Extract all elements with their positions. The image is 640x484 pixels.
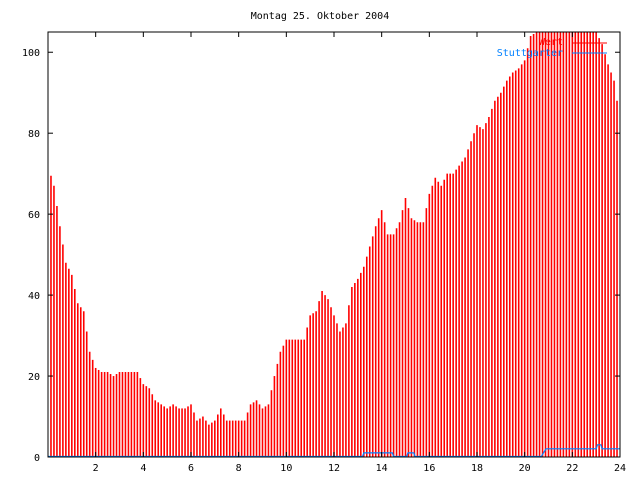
x-tick-label: 24: [614, 463, 626, 474]
y-tick-label: 80: [28, 129, 40, 140]
y-tick-label: 100: [22, 48, 40, 59]
x-tick-label: 16: [423, 463, 435, 474]
x-tick-label: 18: [471, 463, 483, 474]
x-tick-label: 14: [376, 463, 388, 474]
x-tick-label: 22: [566, 463, 578, 474]
y-tick-label: 60: [28, 210, 40, 221]
x-tick-label: 20: [519, 463, 531, 474]
x-tick-label: 8: [236, 463, 242, 474]
y-tick-label: 40: [28, 291, 40, 302]
x-tick-label: 10: [280, 463, 292, 474]
x-tick-label: 2: [93, 463, 99, 474]
legend: Wert Stuttgarter: [497, 37, 607, 59]
legend-label-wert: Wert: [539, 37, 563, 48]
x-tick-label: 12: [328, 463, 340, 474]
wert-bars: [50, 32, 618, 457]
x-tick-label: 6: [188, 463, 194, 474]
y-tick-label: 0: [34, 453, 40, 464]
y-tick-label: 20: [28, 372, 40, 383]
chart-title: Montag 25. Oktober 2004: [251, 11, 389, 22]
legend-label-stuttgarter: Stuttgarter: [497, 48, 563, 59]
x-tick-label: 4: [140, 463, 146, 474]
